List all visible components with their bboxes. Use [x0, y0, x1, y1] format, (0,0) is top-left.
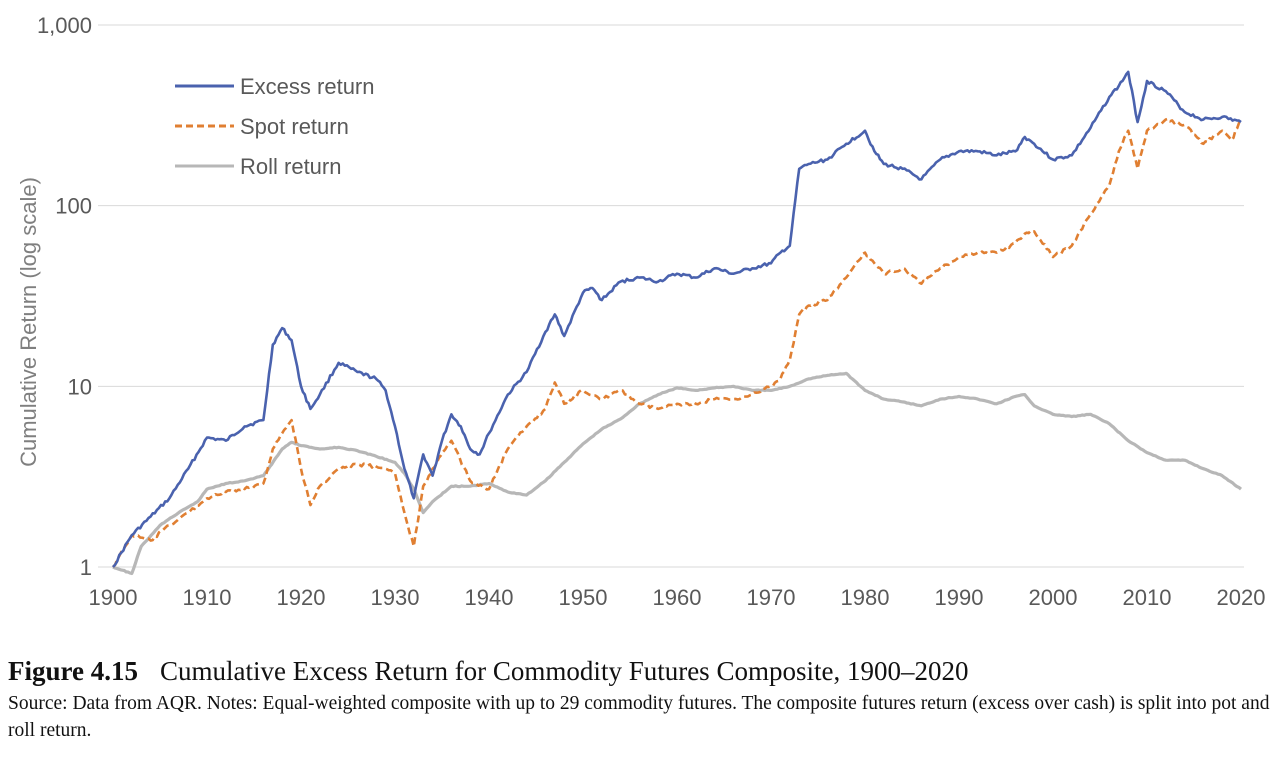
legend-label: Roll return — [240, 154, 341, 179]
x-tick-label: 1980 — [841, 585, 890, 610]
x-tick-label: 1920 — [277, 585, 326, 610]
x-tick-label: 2010 — [1123, 585, 1172, 610]
x-tick-label: 1940 — [465, 585, 514, 610]
x-tick-label: 2020 — [1217, 585, 1266, 610]
line-chart: 1 10 100 1,000 1900 1910 1920 1930 1940 1950 1960… — [16, 13, 1266, 610]
x-tick-label: 1970 — [747, 585, 796, 610]
figure-title: Cumulative Excess Return for Commodity F… — [160, 656, 969, 686]
caption-title-line: Figure 4.15 Cumulative Excess Return for … — [8, 654, 1270, 688]
x-tick-label: 1960 — [653, 585, 702, 610]
figure-label: Figure 4.15 — [8, 656, 138, 686]
y-tick-label: 1 — [80, 555, 92, 580]
x-tick-label: 1900 — [89, 585, 138, 610]
x-tick-label: 1950 — [559, 585, 608, 610]
x-tick-label: 1930 — [371, 585, 420, 610]
figure-source-note: Source: Data from AQR. Notes: Equal-weig… — [8, 693, 1270, 741]
y-tick-label: 10 — [68, 374, 92, 399]
x-tick-label: 1990 — [935, 585, 984, 610]
legend: Excess return Spot return Roll return — [175, 74, 375, 179]
series-line-excess-return — [112, 70, 1242, 568]
figure-caption: Figure 4.15 Cumulative Excess Return for … — [8, 654, 1270, 744]
gridlines — [98, 24, 1244, 568]
legend-label: Spot return — [240, 114, 349, 139]
legend-label: Excess return — [240, 74, 375, 99]
y-tick-label: 100 — [55, 194, 92, 219]
series-line-spot-return — [112, 117, 1243, 568]
x-tick-label: 2000 — [1029, 585, 1078, 610]
series-layer — [112, 70, 1243, 576]
series-line-roll-return — [112, 371, 1243, 576]
x-tick-label: 1910 — [183, 585, 232, 610]
x-axis-ticks: 1900 1910 1920 1930 1940 1950 1960 1970 1980 1990… — [89, 585, 1266, 610]
y-axis-ticks: 1 10 100 1,000 — [37, 13, 92, 580]
y-axis-label: Cumulative Return (log scale) — [16, 177, 41, 467]
y-tick-label: 1,000 — [37, 13, 92, 38]
